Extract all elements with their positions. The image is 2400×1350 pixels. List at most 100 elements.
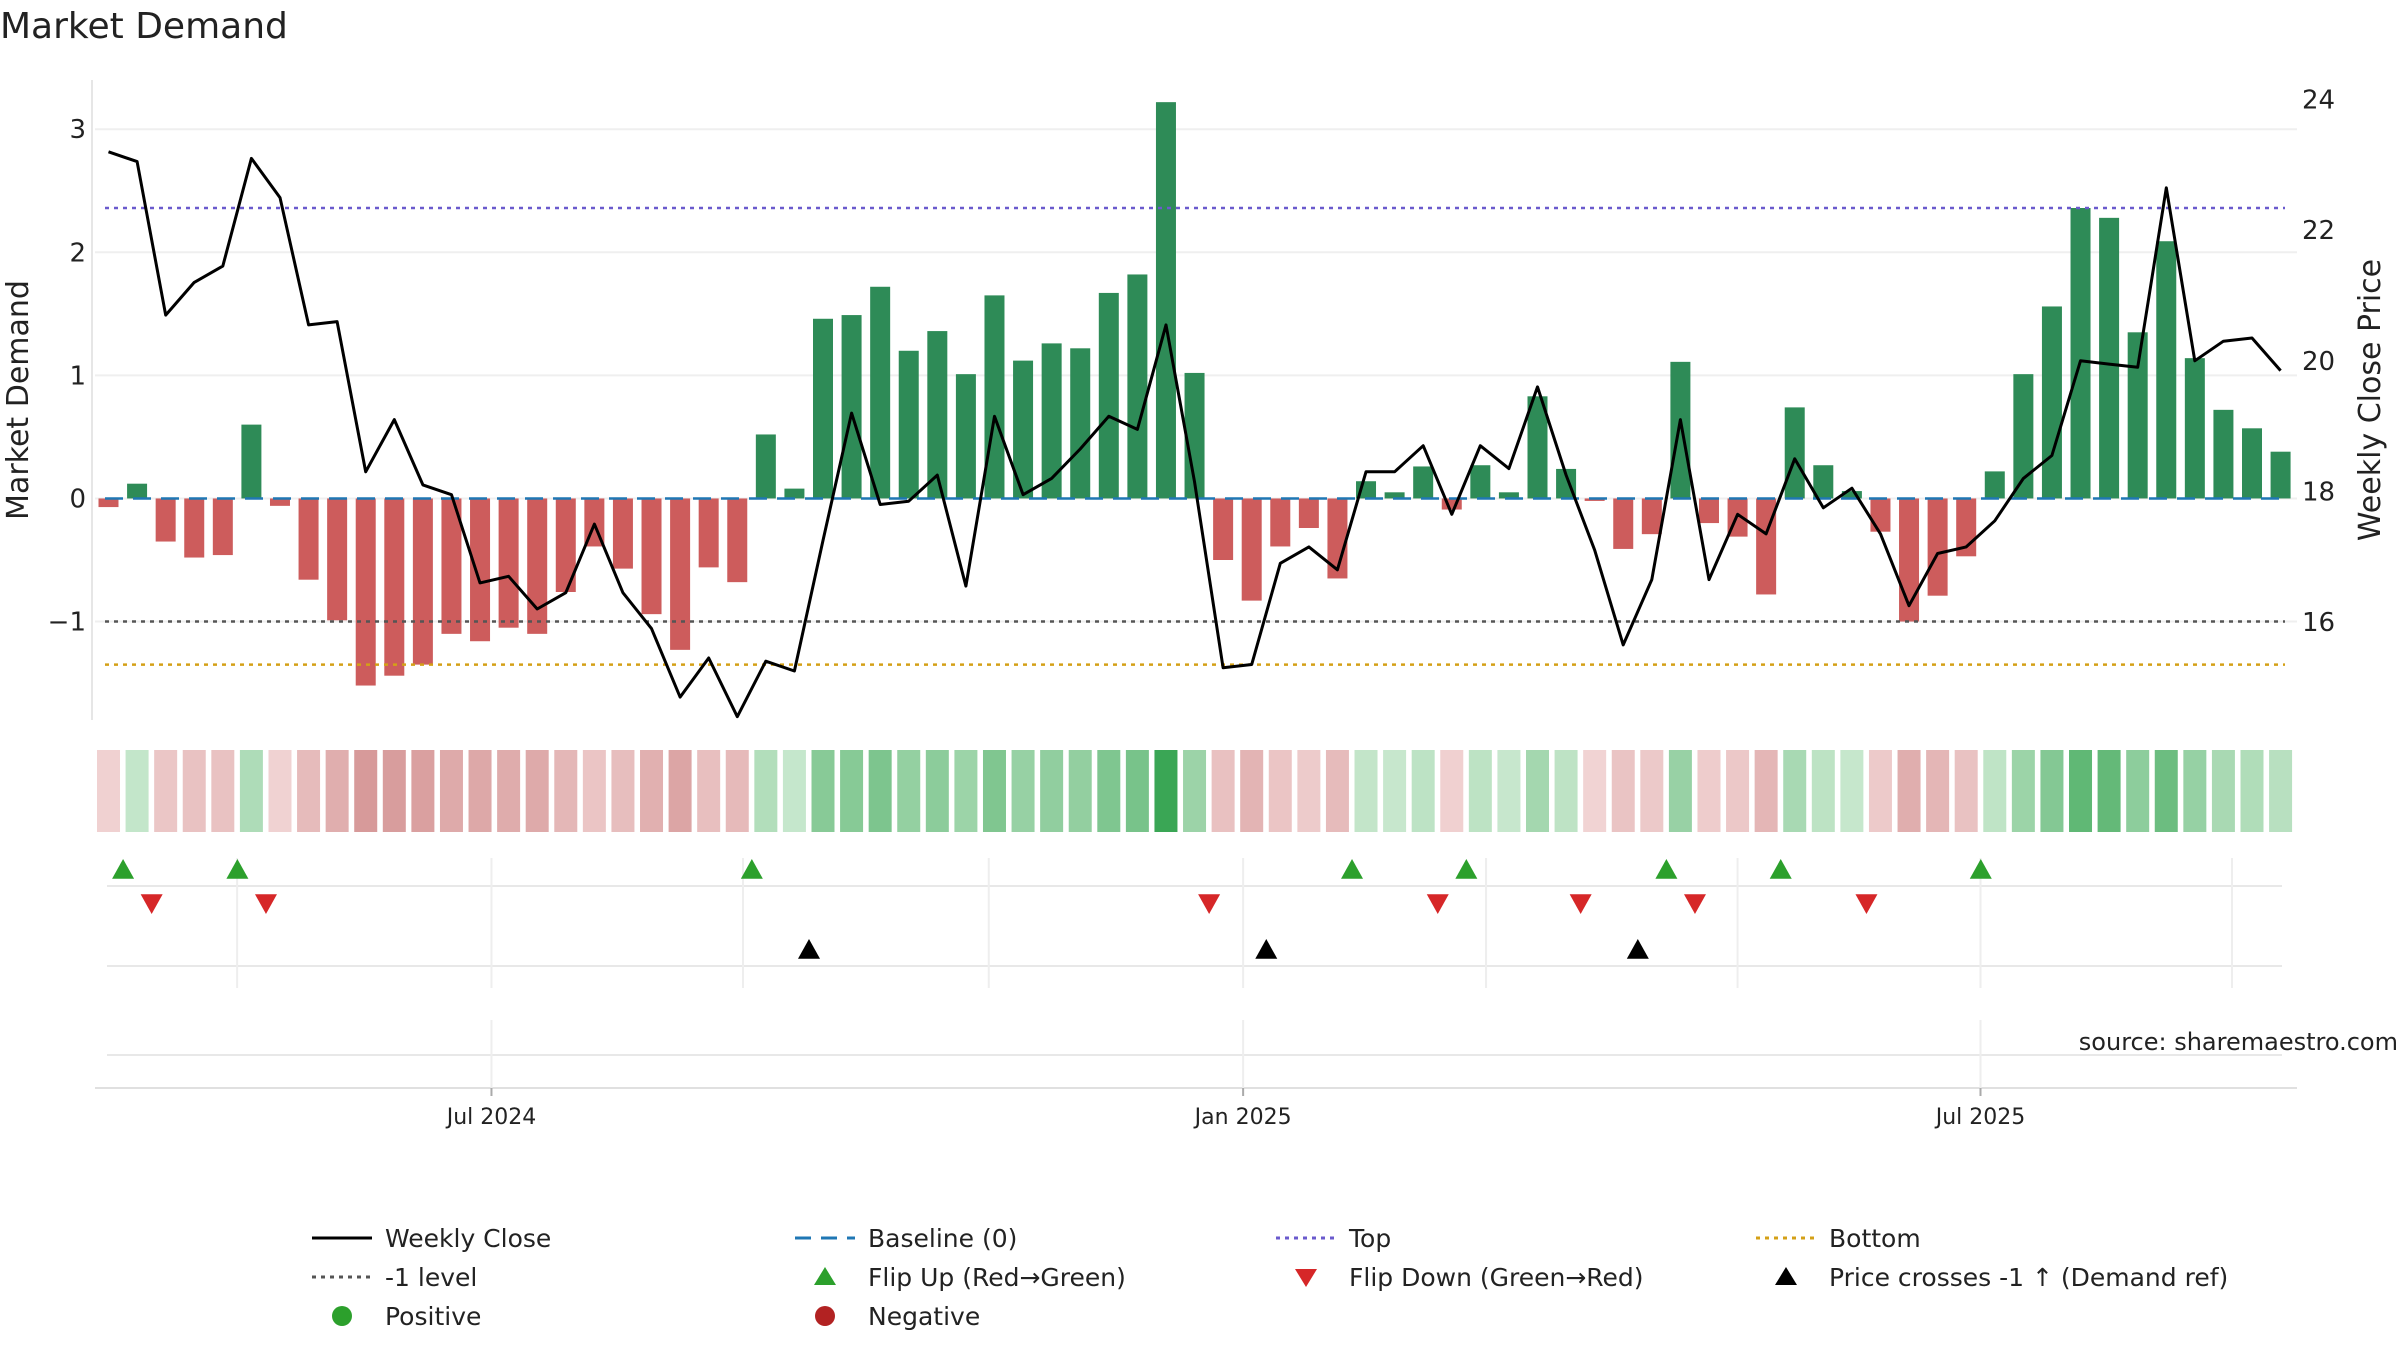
heat-cell (154, 750, 178, 832)
demand-bar (2270, 451, 2291, 499)
flip-up-marker (226, 859, 249, 879)
price-cross-marker (798, 939, 820, 959)
y2-tick-label: 16 (2302, 608, 2335, 638)
y-tick-label: 1 (69, 361, 86, 391)
legend-label: Positive (385, 1302, 481, 1331)
heat-cell (697, 750, 721, 832)
heat-cell (239, 750, 263, 832)
chart-title: Market Demand (0, 6, 288, 47)
demand-bars-layer (98, 102, 2291, 686)
demand-bar (670, 498, 691, 650)
legend-label: Bottom (1829, 1224, 1921, 1253)
y2-axis-label: Weekly Close Price (2353, 259, 2388, 541)
demand-bar (698, 498, 719, 568)
heat-cell (1983, 750, 2007, 832)
heat-cell (1183, 750, 1207, 832)
heat-cell (1411, 750, 1435, 832)
demand-bar (269, 498, 290, 506)
flip-up-marker (1455, 859, 1478, 879)
heat-cell (982, 750, 1006, 832)
heat-cell (1240, 750, 1264, 832)
demand-bar (384, 498, 405, 676)
demand-bar (555, 498, 576, 592)
heat-cell (439, 750, 463, 832)
demand-bar (2156, 241, 2177, 499)
demand-bar (327, 498, 348, 621)
heat-cell (1097, 750, 1121, 832)
x-axis-layer: Jul 2024 Jan 2025 Jul 2025 (95, 1020, 2297, 1130)
demand-bar (1298, 498, 1319, 528)
y-axis-label: Market Demand (1, 280, 36, 520)
weekly-close-line (108, 150, 2282, 719)
heat-cell (2154, 750, 2178, 832)
flip-up-marker (740, 859, 763, 879)
heat-cell (1526, 750, 1549, 832)
demand-bar (784, 488, 805, 499)
demand-bar (1698, 498, 1719, 524)
heat-cell (840, 750, 864, 832)
demand-bar (298, 498, 319, 580)
heat-cell (1011, 750, 1035, 832)
heat-cell (2183, 750, 2207, 832)
heat-cell (1754, 750, 1778, 832)
demand-bar (1013, 360, 1034, 499)
heat-cell (1125, 750, 1149, 832)
demand-bar (470, 498, 491, 642)
heat-cell (1154, 750, 1178, 832)
flip-down-marker (1198, 894, 1221, 914)
heat-cell (1954, 750, 1978, 832)
demand-bar (212, 498, 233, 556)
heat-cell (2211, 750, 2235, 832)
source-credit: source: sharemaestro.com (2079, 1028, 2398, 1056)
demand-bar (1613, 498, 1634, 549)
legend-label: Baseline (0) (868, 1224, 1017, 1253)
price-line-layer (108, 150, 2282, 719)
y-tick-label: 0 (69, 484, 86, 514)
reference-lines-layer (105, 206, 2285, 666)
heat-cell (411, 750, 435, 832)
demand-bar (527, 498, 548, 634)
heat-cell (1583, 750, 1607, 832)
heat-cell (725, 750, 749, 832)
heat-cell (297, 750, 321, 832)
heat-cell (2069, 750, 2093, 832)
demand-bar (498, 498, 519, 628)
legend-label: Price crosses -1 ↑ (Demand ref) (1829, 1263, 2228, 1292)
heat-strip-layer (97, 750, 2293, 832)
heat-cell (1354, 750, 1378, 832)
flip-down-marker (1569, 894, 1592, 914)
flip-down-marker (1683, 894, 1706, 914)
heat-cell (897, 750, 921, 832)
demand-bar (2213, 409, 2234, 499)
demand-bar (155, 498, 176, 542)
demand-bar (727, 498, 748, 583)
legend-label: -1 level (385, 1263, 477, 1292)
legend-label: Weekly Close (385, 1224, 551, 1253)
heat-cell (1726, 750, 1750, 832)
flip-up-marker (1341, 859, 1364, 879)
heat-cell (582, 750, 606, 832)
demand-bar (1155, 102, 1176, 499)
heat-cell (554, 750, 578, 832)
heat-cell (611, 750, 635, 832)
heat-cell (1868, 750, 1892, 832)
demand-bar (2099, 217, 2120, 499)
demand-bar (1527, 396, 1548, 499)
demand-bar (641, 498, 662, 615)
demand-bar (241, 424, 262, 499)
demand-bar (1441, 498, 1462, 510)
legend-swatch (1775, 1267, 1797, 1285)
demand-bar (841, 315, 862, 499)
demand-bar (2242, 428, 2262, 499)
y-tick-label: 2 (69, 238, 86, 268)
demand-bar (1784, 407, 1805, 499)
demand-bar (441, 498, 462, 634)
demand-bar (2127, 332, 2148, 499)
demand-bar (1670, 361, 1691, 499)
heat-cell (1468, 750, 1492, 832)
demand-bar (2070, 208, 2091, 499)
legend-label: Negative (868, 1302, 980, 1331)
heat-cell (1211, 750, 1235, 832)
demand-bar (1070, 348, 1091, 499)
